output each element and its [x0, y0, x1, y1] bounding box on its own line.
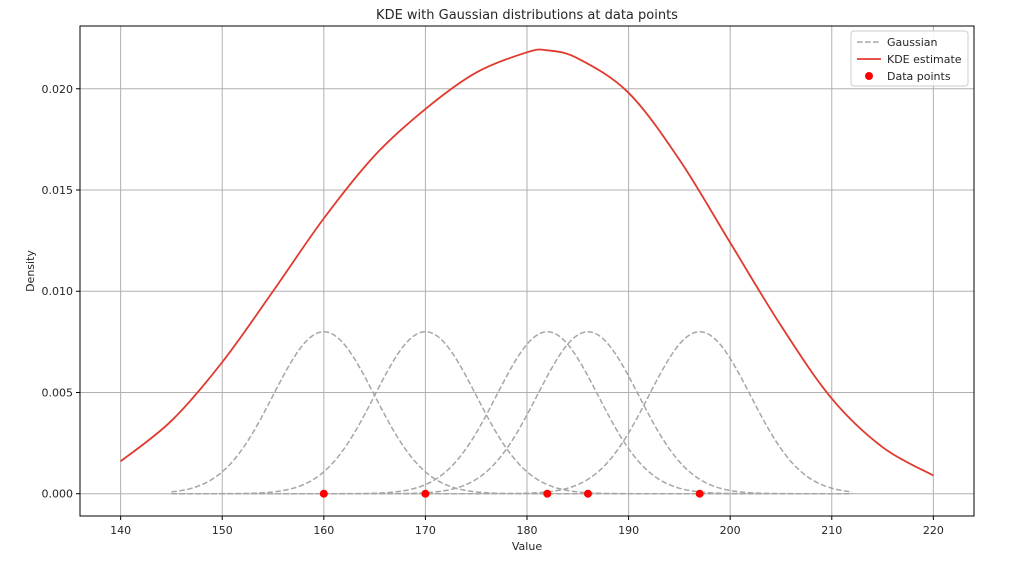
x-tick-label: 220: [923, 524, 944, 537]
x-tick-label: 140: [110, 524, 131, 537]
gaussian-curve: [171, 330, 853, 495]
legend-kde-label: KDE estimate: [887, 53, 962, 66]
gaussian-curve: [171, 331, 853, 495]
legend-gaussian-label: Gaussian: [887, 36, 937, 49]
legend-box: [850, 30, 969, 87]
x-tick-label: 210: [821, 524, 842, 537]
gaussian-curve: [171, 330, 853, 495]
x-tick-label: 150: [212, 524, 233, 537]
grid: [80, 26, 974, 516]
gaussian-curves: [171, 330, 853, 495]
gaussian-curve: [171, 330, 853, 495]
x-tick-label: 170: [415, 524, 436, 537]
data-point: [583, 489, 592, 498]
x-axis-ticks: 140 150 160 170 180 190 200 210 220: [110, 516, 944, 537]
y-tick-label: 0.020: [42, 83, 74, 96]
data-point: [543, 489, 552, 498]
x-tick-label: 180: [517, 524, 538, 537]
y-tick-label: 0.000: [42, 488, 74, 501]
kde-line: [120, 48, 934, 477]
y-tick-label: 0.005: [42, 386, 74, 399]
chart-title: KDE with Gaussian distributions at data …: [376, 8, 678, 23]
x-tick-label: 160: [313, 524, 334, 537]
y-axis-label: Density: [24, 250, 37, 292]
x-tick-label: 190: [618, 524, 639, 537]
y-tick-label: 0.010: [42, 285, 74, 298]
data-point: [421, 489, 430, 498]
kde-curve: [120, 48, 934, 477]
data-points: [319, 489, 704, 498]
x-tick-label: 200: [720, 524, 741, 537]
data-point: [695, 489, 704, 498]
gaussian-curve: [171, 331, 853, 495]
y-axis-ticks: 0.000 0.005 0.010 0.015 0.020: [42, 83, 80, 501]
legend-data-points-swatch: [865, 72, 873, 80]
legend-data-points-label: Data points: [887, 70, 951, 83]
legend: Gaussian KDE estimate Data points: [850, 30, 969, 87]
y-tick-label: 0.015: [42, 184, 74, 197]
data-point: [319, 489, 328, 498]
x-axis-label: Value: [512, 540, 542, 553]
